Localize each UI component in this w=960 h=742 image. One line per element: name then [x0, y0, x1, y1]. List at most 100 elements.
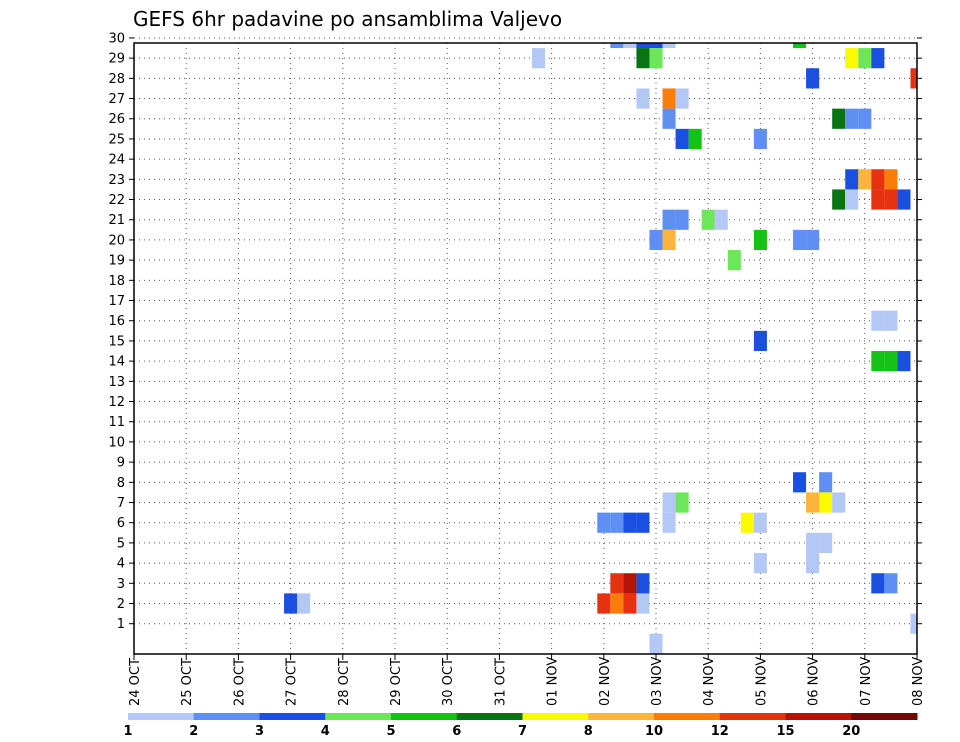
- heatmap-cell: [753, 330, 767, 352]
- heatmap-cell: [884, 169, 898, 190]
- heatmap-cell: [806, 532, 820, 554]
- heatmap-cell: [884, 573, 898, 594]
- plot-frame: [133, 42, 918, 655]
- heatmap-cell: [610, 573, 624, 594]
- y-tick-label: 25: [108, 132, 125, 147]
- x-tick-label: 29 OCT: [389, 658, 404, 706]
- colorbar-segment: [851, 713, 918, 720]
- heatmap-cell: [806, 68, 820, 89]
- colorbar-label: 1: [123, 724, 132, 739]
- y-tick-label: 23: [108, 173, 125, 188]
- heatmap-cell: [871, 573, 885, 594]
- heatmap-cell: [649, 43, 663, 49]
- colorbar-label: 6: [452, 724, 461, 739]
- heatmap-cell: [884, 351, 898, 372]
- heatmap-cell: [832, 108, 846, 129]
- heatmap-cell: [636, 43, 650, 49]
- grid: [134, 37, 917, 654]
- colorbar-segment: [391, 713, 458, 720]
- colorbar-label: 3: [255, 724, 264, 739]
- heatmap-cell: [884, 310, 898, 331]
- heatmap-cell: [649, 229, 663, 251]
- colorbar-segment: [259, 713, 326, 720]
- heatmap-cell: [714, 209, 728, 230]
- heatmap-cell: [532, 48, 546, 69]
- heatmap-cell: [819, 472, 833, 493]
- y-tick-label: 29: [108, 52, 125, 67]
- heatmap-cell: [610, 512, 624, 533]
- x-tick-label: 04 NOV: [702, 657, 717, 706]
- colorbar-label: 8: [584, 724, 593, 739]
- colorbar-label: 12: [711, 724, 729, 739]
- heatmap-cell: [793, 229, 807, 251]
- heatmap-cell: [688, 128, 702, 150]
- heatmap-cell: [701, 209, 715, 230]
- y-tick-label: 30: [108, 31, 125, 46]
- heatmap-cell: [662, 229, 676, 251]
- heatmap-cell: [819, 532, 833, 554]
- heatmap-cell: [884, 189, 898, 210]
- heatmap-cell: [649, 48, 663, 69]
- chart-title: GEFS 6hr padavine po ansamblima Valjevo: [133, 7, 562, 31]
- heatmap-cell: [819, 492, 833, 513]
- y-tick-label: 10: [108, 435, 125, 450]
- colorbar: 1 2 3 4 5 6 7 8 10 12 15 20: [123, 713, 918, 739]
- heatmap-cell: [297, 593, 311, 614]
- heatmap-cell: [610, 43, 624, 49]
- colorbar-segment: [654, 713, 721, 720]
- y-tick-label: 24: [108, 153, 125, 168]
- heatmap-cell: [636, 593, 650, 614]
- y-tick-label: 16: [108, 314, 125, 329]
- heatmap-cell: [858, 169, 872, 190]
- y-tick-label: 27: [108, 92, 125, 107]
- heatmap-cell: [675, 88, 689, 109]
- y-tick-label: 28: [108, 72, 125, 87]
- y-tick-label: 4: [117, 557, 125, 572]
- heatmap-cell: [871, 169, 885, 190]
- heatmap-cell: [753, 512, 767, 533]
- x-tick-label: 08 NOV: [911, 657, 926, 706]
- y-tick-label: 26: [108, 112, 125, 127]
- heatmap-cell: [675, 128, 689, 150]
- x-tick-label: 24 OCT: [128, 658, 143, 706]
- heatmap-cell: [858, 48, 872, 69]
- x-tick-label: 07 NOV: [859, 657, 874, 706]
- heatmap-cell: [623, 593, 637, 614]
- colorbar-label: 7: [518, 724, 527, 739]
- x-tick-label: 27 OCT: [285, 658, 300, 706]
- colorbar-label: 15: [776, 724, 794, 739]
- heatmap-cell: [806, 229, 820, 251]
- colorbar-segment: [456, 713, 523, 720]
- colorbar-label: 5: [386, 724, 395, 739]
- y-tick-label: 9: [117, 456, 125, 471]
- heatmap-cell: [910, 68, 917, 89]
- heatmap-cell: [845, 48, 859, 69]
- heatmap-cell: [662, 88, 676, 109]
- y-tick-label: 18: [108, 274, 125, 289]
- colorbar-segment: [325, 713, 392, 720]
- heatmap-cell: [871, 310, 885, 331]
- heatmap-cell: [662, 512, 676, 533]
- colorbar-label: 2: [189, 724, 198, 739]
- heatmap-cell: [636, 88, 650, 109]
- x-tick-label: 06 NOV: [807, 657, 822, 706]
- x-axis: 24 OCT 25 OCT 26 OCT 27 OCT 28 OCT 29 OCT 30 O…: [128, 654, 926, 706]
- heatmap-cell: [871, 351, 885, 372]
- heatmap-cell: [727, 250, 741, 271]
- heatmap-cell: [636, 48, 650, 69]
- y-tick-label: 1: [117, 617, 125, 632]
- y-axis: 1234567891011121314151617181920212223242…: [108, 31, 922, 632]
- heatmap-cell: [871, 48, 885, 69]
- heatmap-cell: [806, 492, 820, 513]
- heatmap-cell: [753, 553, 767, 574]
- x-tick-label: 01 NOV: [546, 657, 561, 706]
- y-tick-label: 5: [117, 536, 125, 551]
- heatmap-cell: [910, 613, 917, 634]
- heatmap-cell: [753, 229, 767, 251]
- heatmap-cell: [793, 472, 807, 493]
- colorbar-label: 4: [321, 724, 330, 739]
- heatmap-cell: [753, 128, 767, 150]
- heatmap-cell: [610, 593, 624, 614]
- heatmap-cell: [845, 169, 859, 190]
